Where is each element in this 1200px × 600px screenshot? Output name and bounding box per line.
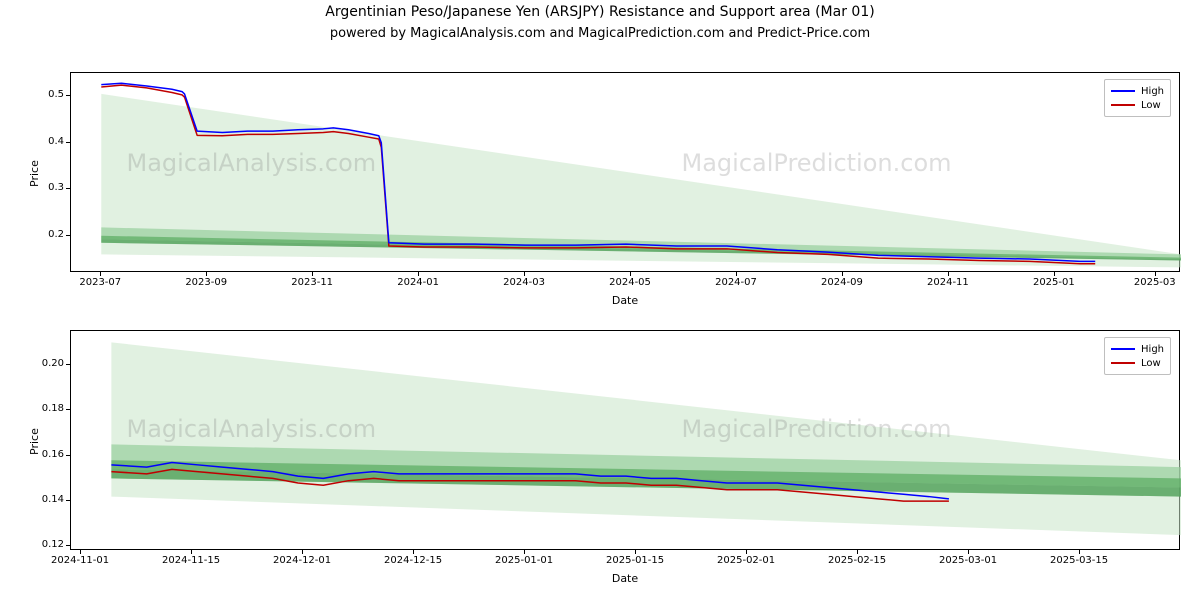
legend-row-low: Low (1111, 98, 1164, 112)
top-chart-ylabel: Price (28, 160, 41, 187)
xtick-label: 2024-11 (913, 277, 983, 288)
ytick-label: 0.20 (42, 358, 64, 369)
xtick-label: 2024-07 (701, 277, 771, 288)
top-chart-xlabel: Date (70, 294, 1180, 307)
bottom-chart-ylabel: Price (28, 428, 41, 455)
xtick-label: 2023-09 (171, 277, 241, 288)
ytick-label: 0.4 (48, 136, 64, 147)
ytick-label: 0.3 (48, 182, 64, 193)
ytick-label: 0.18 (42, 403, 64, 414)
ytick-label: 0.5 (48, 89, 64, 100)
legend-label-low: Low (1141, 100, 1161, 111)
top-chart-legend: High Low (1104, 79, 1171, 117)
xtick-label: 2023-11 (277, 277, 347, 288)
ytick-label: 0.12 (42, 539, 64, 550)
legend-line-low (1111, 104, 1135, 106)
xtick-label: 2025-03-01 (933, 555, 1003, 566)
legend-row-high: High (1111, 342, 1164, 356)
legend-label-low: Low (1141, 358, 1161, 369)
xtick-label: 2024-09 (807, 277, 877, 288)
xtick-label: 2025-01 (1019, 277, 1089, 288)
xtick-label: 2024-11-01 (45, 555, 115, 566)
xtick-label: 2024-05 (595, 277, 665, 288)
xtick-label: 2024-12-01 (267, 555, 337, 566)
bottom-chart-legend: High Low (1104, 337, 1171, 375)
xtick-label: 2024-03 (489, 277, 559, 288)
ytick-label: 0.2 (48, 229, 64, 240)
ytick-label: 0.16 (42, 449, 64, 460)
bottom-chart-xlabel: Date (70, 572, 1180, 585)
xtick-label: 2025-03-15 (1044, 555, 1114, 566)
legend-label-high: High (1141, 86, 1164, 97)
bottom-chart-plot-area: MagicalAnalysis.com MagicalPrediction.co… (70, 330, 1180, 550)
figure: { "titles": { "main": "Argentinian Peso/… (0, 0, 1200, 600)
xtick-label: 2024-01 (383, 277, 453, 288)
xtick-label: 2025-01-01 (489, 555, 559, 566)
xtick-label: 2025-03 (1120, 277, 1190, 288)
chart-sub-title: powered by MagicalAnalysis.com and Magic… (0, 26, 1200, 41)
legend-row-low: Low (1111, 356, 1164, 370)
xtick-label: 2024-11-15 (156, 555, 226, 566)
legend-line-high (1111, 90, 1135, 92)
xtick-label: 2025-02-15 (822, 555, 892, 566)
legend-label-high: High (1141, 344, 1164, 355)
legend-line-high (1111, 348, 1135, 350)
bottom-chart-svg (71, 331, 1181, 551)
top-chart-plot-area: MagicalAnalysis.com MagicalPrediction.co… (70, 72, 1180, 272)
xtick-label: 2024-12-15 (378, 555, 448, 566)
ytick-label: 0.14 (42, 494, 64, 505)
top-chart-svg (71, 73, 1181, 273)
legend-row-high: High (1111, 84, 1164, 98)
xtick-label: 2023-07 (65, 277, 135, 288)
xtick-label: 2025-01-15 (600, 555, 670, 566)
legend-line-low (1111, 362, 1135, 364)
chart-main-title: Argentinian Peso/Japanese Yen (ARSJPY) R… (0, 4, 1200, 20)
xtick-label: 2025-02-01 (711, 555, 781, 566)
